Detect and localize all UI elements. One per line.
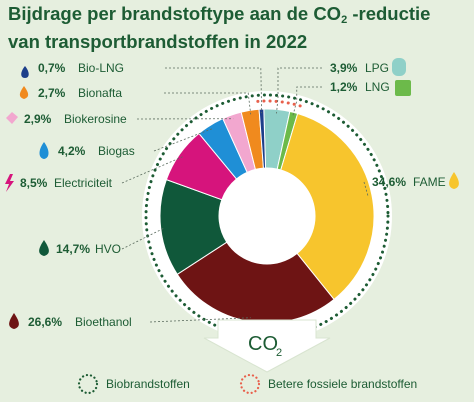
co2-arrow-label: CO bbox=[248, 333, 278, 355]
bioethanol-value: 26,6% bbox=[28, 315, 62, 329]
electriciteit-name: Electriciteit bbox=[54, 176, 113, 190]
hvo-drop-icon bbox=[39, 240, 49, 256]
co2-arrow-subscript: 2 bbox=[276, 347, 282, 359]
legend-bio-marker bbox=[77, 373, 99, 395]
label-bionafta: 2,7% Bionafta bbox=[19, 86, 122, 100]
lpg-name: LPG bbox=[365, 61, 389, 75]
bio-lng-value: 0,7% bbox=[38, 61, 66, 75]
legend-bio-label: Biobrandstoffen bbox=[106, 377, 190, 391]
lpg-value: 3,9% bbox=[330, 61, 358, 75]
hvo-name: HVO bbox=[95, 242, 121, 256]
label-bioethanol: 26,6% Bioethanol bbox=[9, 313, 132, 329]
donut-hole bbox=[219, 168, 315, 264]
lightning-icon bbox=[5, 174, 14, 192]
leader-line-bioethanol bbox=[149, 317, 251, 323]
leader-line-biogas bbox=[153, 128, 213, 152]
label-fame: 34,6% FAME bbox=[372, 172, 459, 189]
leader-line-electriciteit bbox=[121, 156, 183, 184]
biokerosine-name: Biokerosine bbox=[64, 112, 127, 126]
gas-cylinder-icon bbox=[392, 58, 406, 76]
leader-line-bionafta bbox=[164, 92, 252, 115]
label-lng: 1,2% LNG bbox=[330, 80, 411, 96]
lng-value: 1,2% bbox=[330, 80, 358, 94]
title-line1-suffix: -reductie bbox=[347, 3, 431, 24]
title-line2: van transportbrandstoffen in 2022 bbox=[8, 31, 308, 52]
hvo-value: 14,7% bbox=[56, 242, 90, 256]
airplane-icon bbox=[6, 112, 18, 124]
title-subscript: 2 bbox=[341, 14, 348, 26]
leader-lines bbox=[121, 67, 369, 323]
bioethanol-drop-icon bbox=[9, 313, 19, 329]
title-line1-prefix: Bijdrage per brandstoftype aan de CO bbox=[8, 3, 342, 24]
label-lpg: 3,9% LPG bbox=[330, 58, 406, 76]
bio-lng-flame-icon bbox=[21, 66, 29, 78]
co2-arrow bbox=[203, 319, 331, 373]
lng-tank-icon bbox=[395, 80, 411, 96]
bionafta-value: 2,7% bbox=[38, 86, 66, 100]
label-hvo: 14,7% HVO bbox=[39, 240, 121, 256]
fame-name: FAME bbox=[413, 175, 446, 189]
chart-title: Bijdrage per brandstoftype aan de CO2 -r… bbox=[8, 3, 468, 53]
lng-name: LNG bbox=[365, 80, 390, 94]
bio-lng-name: Bio-LNG bbox=[78, 61, 124, 75]
electriciteit-value: 8,5% bbox=[20, 176, 48, 190]
flame-icon bbox=[39, 142, 49, 159]
slices-group bbox=[159, 108, 375, 324]
leader-line-lpg bbox=[276, 67, 322, 114]
label-electriciteit: 8,5% Electriciteit bbox=[5, 174, 113, 192]
leader-line-lng bbox=[292, 86, 322, 117]
fossil-dotted-arc bbox=[256, 99, 307, 110]
bioethanol-name: Bioethanol bbox=[75, 315, 132, 329]
leader-line-bio-lng bbox=[165, 67, 263, 114]
legend-fossil-label: Betere fossiele brandstoffen bbox=[268, 377, 417, 391]
fame-drop-icon bbox=[449, 172, 459, 189]
label-biokerosine: 2,9% Biokerosine bbox=[6, 112, 127, 126]
fame-value: 34,6% bbox=[372, 175, 406, 189]
biokerosine-value: 2,9% bbox=[24, 112, 52, 126]
bionafta-drop-icon bbox=[19, 86, 29, 99]
leader-line-fame bbox=[363, 181, 369, 197]
bionafta-name: Bionafta bbox=[78, 86, 122, 100]
biogas-value: 4,2% bbox=[58, 144, 86, 158]
label-biogas: 4,2% Biogas bbox=[39, 142, 135, 159]
biogas-name: Biogas bbox=[98, 144, 135, 158]
label-bio-lng: 0,7% Bio-LNG bbox=[21, 61, 124, 78]
legend-fossil-marker bbox=[239, 373, 261, 395]
